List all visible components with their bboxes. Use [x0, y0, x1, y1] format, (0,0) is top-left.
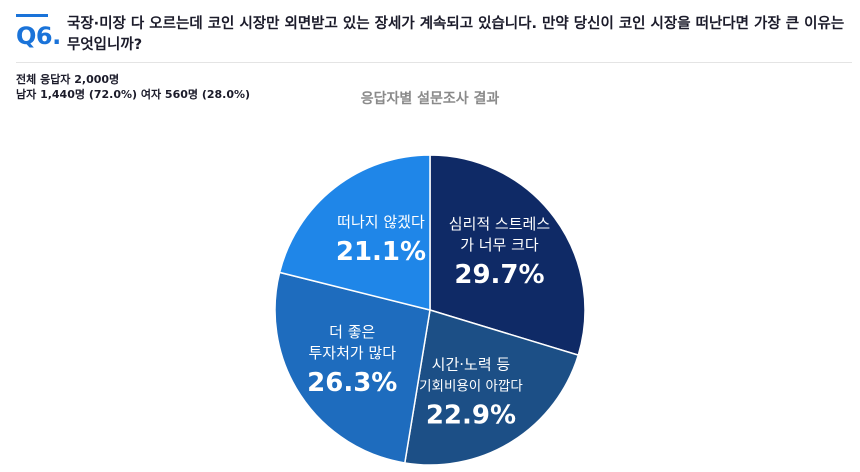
- question-text: 국장·미장 다 오르는데 코인 시장만 외면받고 있는 장세가 계속되고 있습니…: [67, 16, 845, 53]
- slice-label: 기회비용이 아깝다: [419, 378, 523, 394]
- slice-label: 떠나지 않겠다: [337, 213, 425, 231]
- slice-label: 가 너무 크다: [460, 236, 539, 254]
- pie-slice: [278, 154, 431, 311]
- pie-slice: [274, 271, 431, 464]
- slice-label: 시간·노력 등: [432, 355, 511, 373]
- slice-label: 투자처가 많다: [308, 344, 396, 362]
- pie-slices: [274, 154, 586, 466]
- slice-value-label: 22.9%: [426, 400, 516, 430]
- respondent-info: 전체 응답자 2,000명 남자 1,440명 (72.0%) 여자 560명 …: [16, 72, 250, 102]
- slice-label: 심리적 스트레스: [449, 215, 551, 233]
- pie-slice: [429, 154, 586, 357]
- slice-label: 더 좋은: [329, 323, 375, 341]
- question-number-accent: [16, 14, 48, 17]
- header-divider: [16, 62, 852, 63]
- respondent-breakdown: 남자 1,440명 (72.0%) 여자 560명 (28.0%): [16, 88, 251, 101]
- pie-slice: [403, 309, 580, 466]
- chart-title: 응답자별 설문조사 결과: [360, 91, 500, 107]
- question-number: Q6.: [16, 22, 61, 50]
- slice-value-label: 26.3%: [307, 368, 397, 398]
- slice-value-label: 21.1%: [336, 237, 426, 267]
- respondent-total: 전체 응답자 2,000명: [16, 73, 120, 86]
- slice-value-label: 29.7%: [454, 260, 544, 290]
